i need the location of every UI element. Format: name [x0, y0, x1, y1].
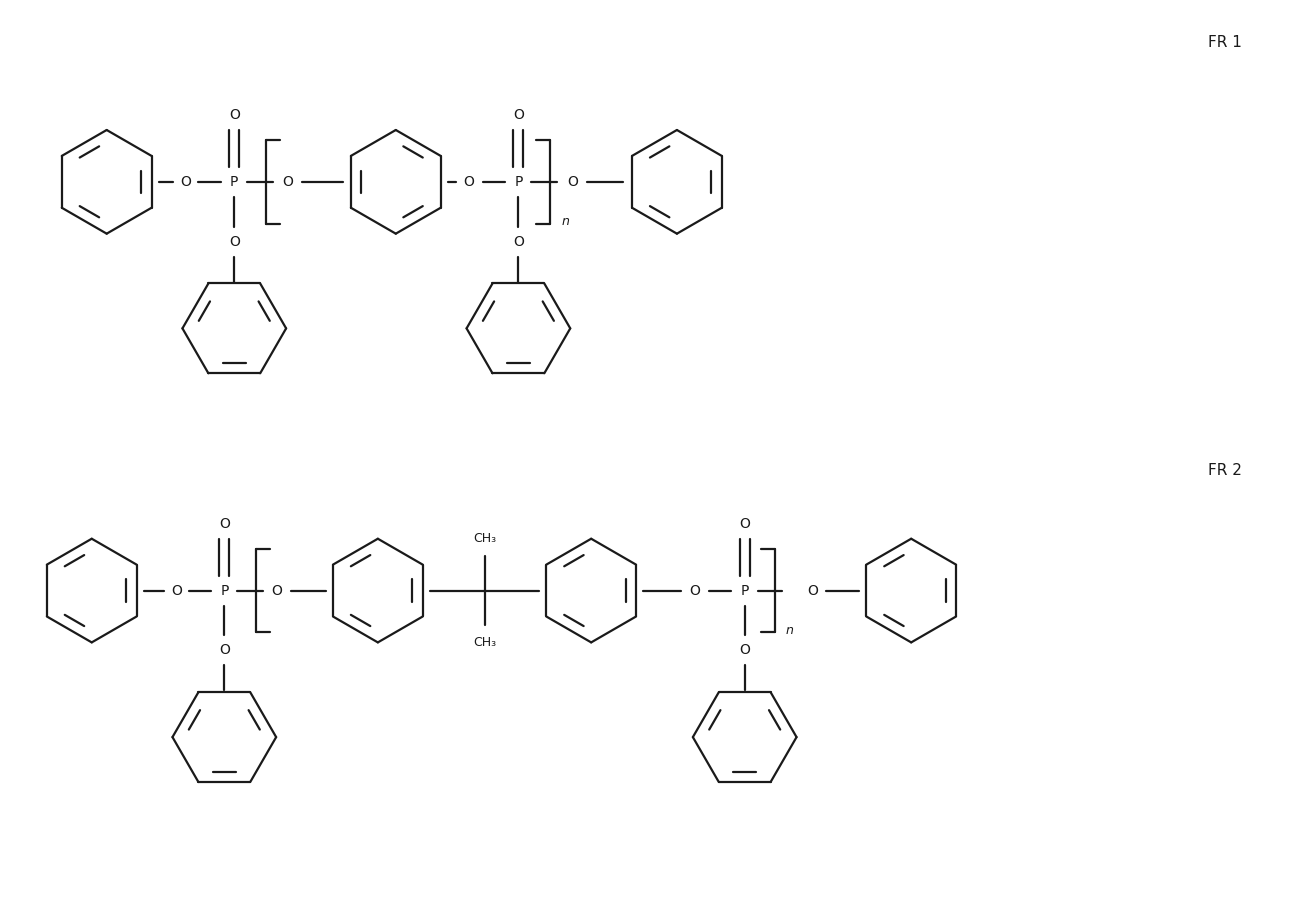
- Text: O: O: [170, 584, 182, 597]
- Text: O: O: [463, 175, 474, 189]
- Text: O: O: [229, 234, 239, 249]
- Text: O: O: [739, 643, 751, 658]
- Text: O: O: [229, 108, 239, 122]
- Text: CH₃: CH₃: [474, 636, 496, 649]
- Text: P: P: [220, 584, 229, 597]
- Text: O: O: [513, 108, 524, 122]
- Text: O: O: [807, 584, 818, 597]
- Text: P: P: [514, 175, 523, 189]
- Text: P: P: [740, 584, 749, 597]
- Text: FR 2: FR 2: [1209, 463, 1242, 478]
- Text: O: O: [690, 584, 700, 597]
- Text: O: O: [513, 234, 524, 249]
- Text: O: O: [739, 517, 751, 531]
- Text: O: O: [219, 643, 230, 658]
- Text: O: O: [567, 175, 578, 189]
- Text: FR 1: FR 1: [1209, 35, 1242, 50]
- Text: n: n: [786, 624, 794, 637]
- Text: P: P: [230, 175, 238, 189]
- Text: O: O: [219, 517, 230, 531]
- Text: CH₃: CH₃: [474, 532, 496, 545]
- Text: O: O: [272, 584, 282, 597]
- Text: O: O: [282, 175, 294, 189]
- Text: O: O: [180, 175, 191, 189]
- Text: n: n: [561, 215, 570, 228]
